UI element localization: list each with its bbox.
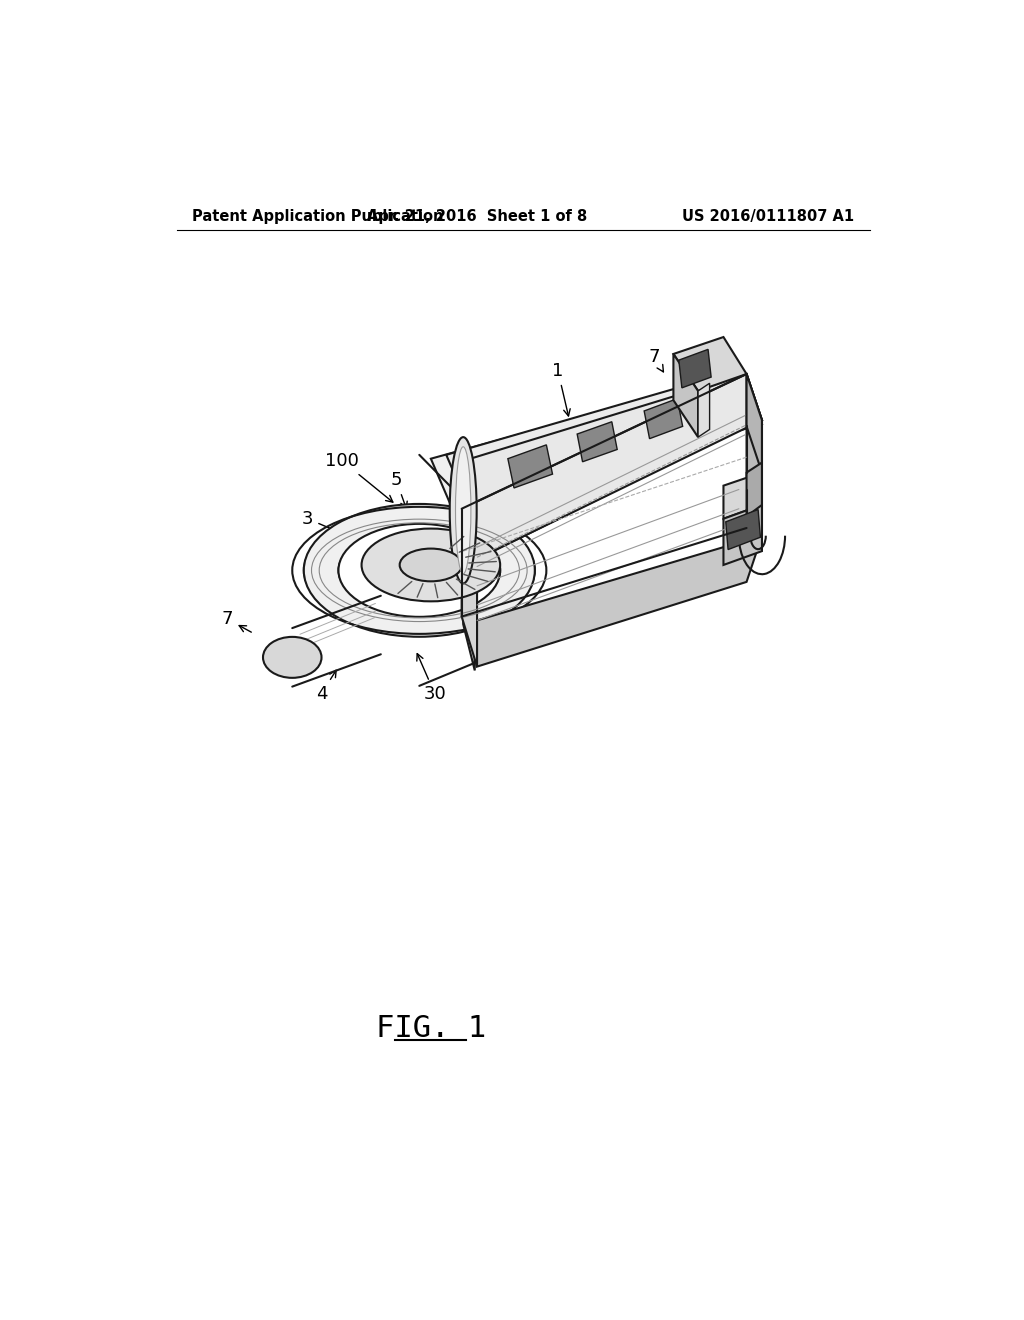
Ellipse shape (456, 446, 471, 574)
Polygon shape (458, 374, 762, 512)
Text: 3: 3 (302, 510, 361, 543)
Ellipse shape (450, 437, 477, 583)
Polygon shape (746, 462, 762, 516)
Polygon shape (746, 374, 762, 473)
Polygon shape (644, 399, 683, 438)
Text: 100: 100 (326, 451, 393, 502)
Polygon shape (446, 370, 762, 508)
Ellipse shape (304, 504, 535, 636)
Text: 7: 7 (221, 610, 251, 632)
Ellipse shape (399, 549, 462, 581)
Polygon shape (679, 350, 711, 388)
Text: FIG. 1: FIG. 1 (376, 1014, 486, 1043)
Text: 5: 5 (390, 471, 408, 508)
Ellipse shape (304, 512, 535, 628)
Text: US 2016/0111807 A1: US 2016/0111807 A1 (682, 209, 854, 223)
Ellipse shape (361, 528, 500, 602)
Ellipse shape (339, 524, 500, 616)
Ellipse shape (263, 636, 322, 678)
Polygon shape (724, 473, 762, 519)
Polygon shape (674, 337, 746, 391)
Polygon shape (477, 536, 762, 667)
Polygon shape (698, 383, 710, 437)
Text: Patent Application Publication: Patent Application Publication (193, 209, 443, 223)
Text: Apr. 21, 2016  Sheet 1 of 8: Apr. 21, 2016 Sheet 1 of 8 (367, 209, 587, 223)
Polygon shape (463, 515, 475, 671)
Polygon shape (462, 508, 477, 667)
Polygon shape (508, 445, 553, 488)
Polygon shape (431, 374, 762, 512)
Text: 1: 1 (552, 362, 570, 416)
Text: 30: 30 (417, 653, 446, 702)
Polygon shape (726, 510, 761, 549)
Polygon shape (746, 374, 762, 536)
Ellipse shape (339, 529, 500, 611)
Polygon shape (462, 374, 762, 558)
Polygon shape (463, 378, 755, 561)
Polygon shape (578, 422, 617, 462)
Text: 7: 7 (648, 348, 664, 372)
Polygon shape (674, 354, 698, 437)
Polygon shape (724, 506, 762, 565)
Text: 4: 4 (315, 671, 336, 702)
